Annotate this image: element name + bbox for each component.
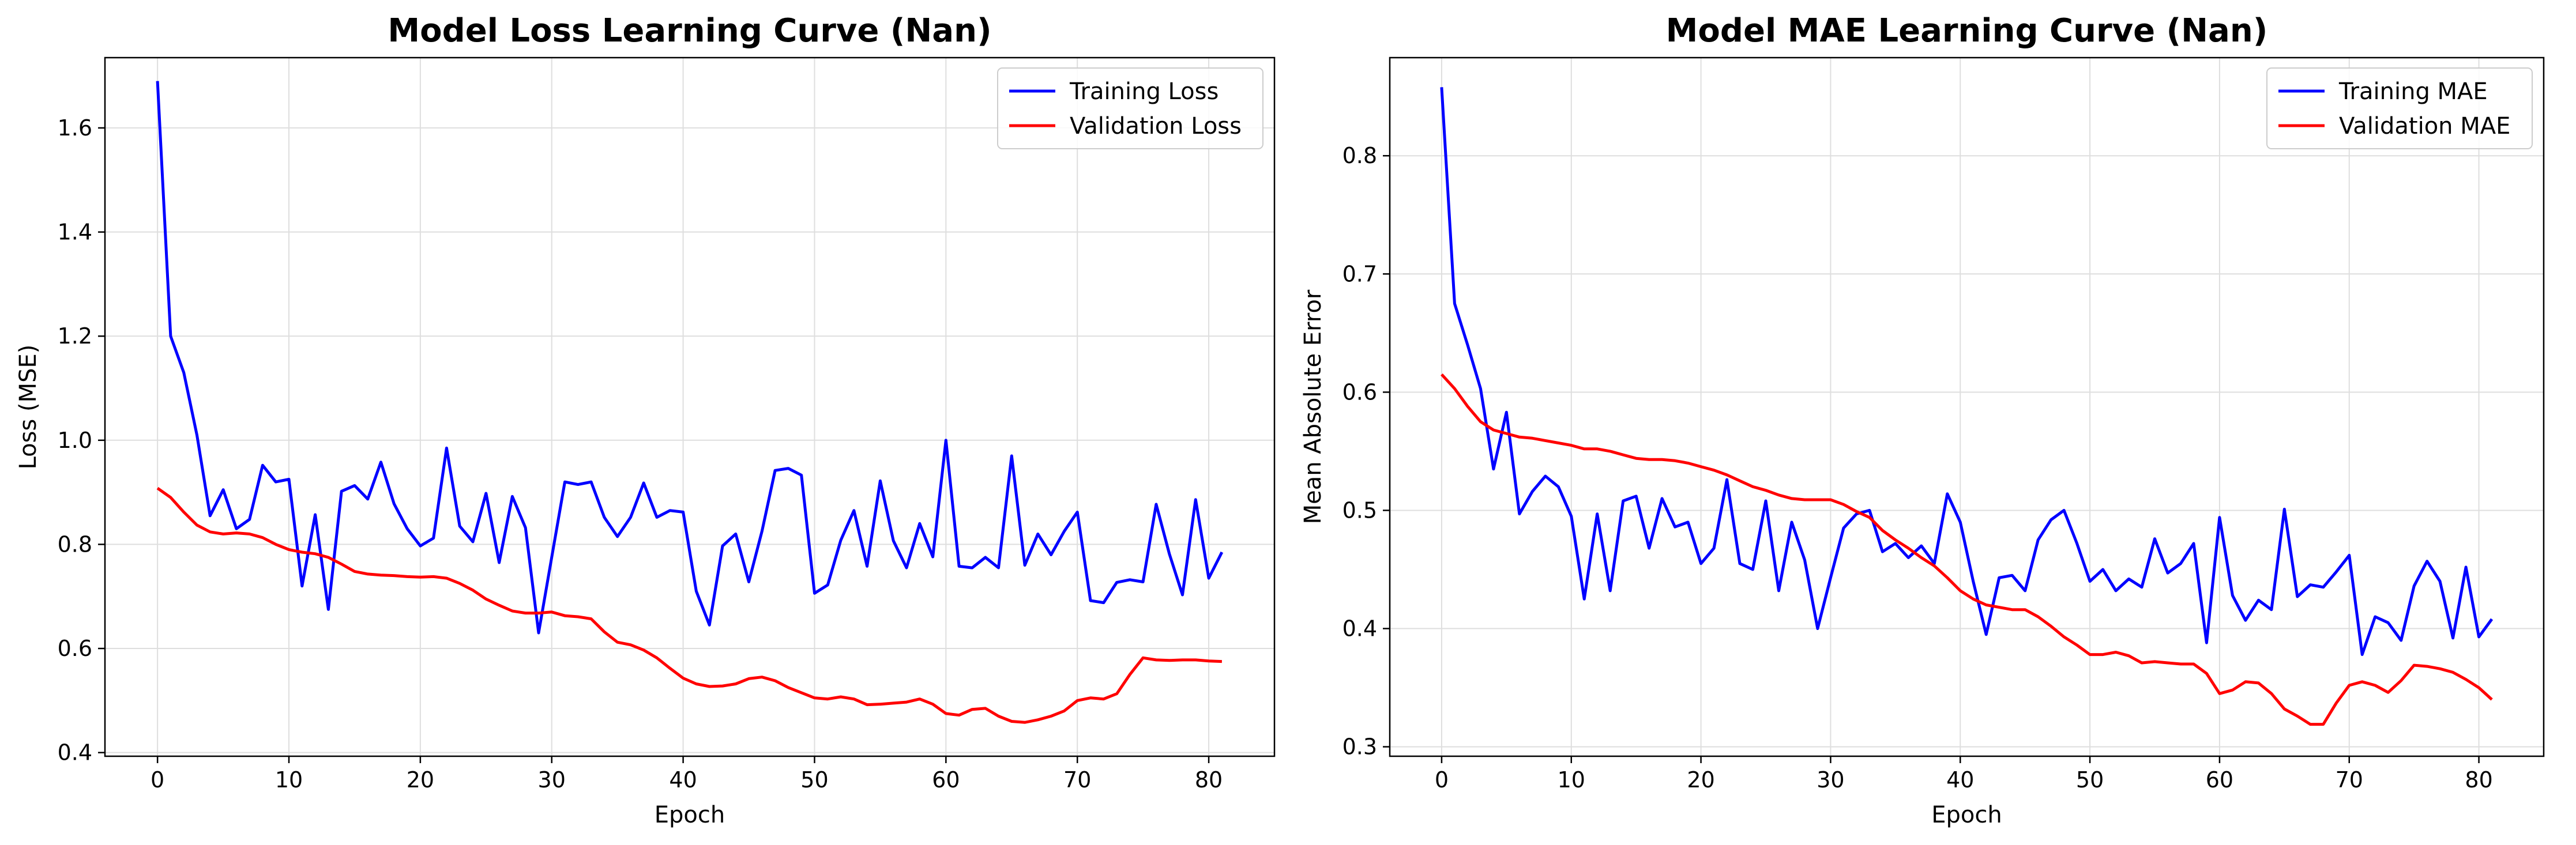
chart-1-title: Model Loss Learning Curve (Nan) bbox=[388, 12, 991, 50]
chart-1-legend: Training Loss Validation Loss bbox=[997, 67, 1263, 149]
chart-2-legend-label: Validation MAE bbox=[2339, 113, 2510, 139]
loss-chart-panel: 0 10 20 30 40 50 60 70 80 0.4 0.6 0.8 1.0 1.2 1.4 1.6 Mo… bbox=[15, 12, 1276, 828]
chart-2-x-tick-label: 0 bbox=[1435, 767, 1449, 793]
chart-1-y-tick-label: 0.8 bbox=[58, 531, 92, 557]
chart-2-series-validation-mae-line bbox=[1441, 373, 2493, 726]
chart-1-y-tick-label: 1.4 bbox=[58, 220, 92, 245]
chart-1-x-tick-label: 80 bbox=[1195, 767, 1223, 793]
chart-2-y-tick-label: 0.5 bbox=[1342, 497, 1377, 523]
chart-2-y-tick-label: 0.7 bbox=[1342, 261, 1377, 286]
chart-2-x-tick-label: 70 bbox=[2336, 767, 2363, 793]
chart-1-x-axis-label: Epoch bbox=[655, 802, 725, 828]
chart-2-y-tick-label: 0.3 bbox=[1342, 734, 1377, 760]
chart-2-legend-label: Training MAE bbox=[2338, 78, 2488, 105]
chart-2-legend-box bbox=[2266, 67, 2533, 149]
chart-2-title: Model MAE Learning Curve (Nan) bbox=[1666, 12, 2268, 50]
chart-1-legend-label: Training Loss bbox=[1069, 78, 1219, 105]
chart-1-x-tick-label: 60 bbox=[932, 767, 960, 793]
chart-1-series-training-loss-line bbox=[156, 81, 1224, 635]
chart-2-y-tick-label: 0.6 bbox=[1342, 379, 1377, 405]
chart-2-x-tick-label: 20 bbox=[1687, 767, 1714, 793]
chart-1-y-tick-label: 1.0 bbox=[58, 428, 92, 453]
chart-1-series-validation-loss-line bbox=[156, 486, 1222, 724]
chart-1-x-tick-label: 40 bbox=[669, 767, 697, 793]
chart-1-y-tick-label: 0.4 bbox=[58, 740, 92, 765]
chart-2-x-tick-label: 30 bbox=[1817, 767, 1844, 793]
chart-1-legend-label: Validation Loss bbox=[1070, 113, 1242, 139]
chart-1-legend-box bbox=[997, 67, 1263, 149]
chart-2-x-axis-label: Epoch bbox=[1931, 802, 2002, 828]
chart-1-x-tick-label: 30 bbox=[538, 767, 566, 793]
chart-2-plot-frame bbox=[1389, 56, 2545, 757]
chart-2-x-tick-label: 10 bbox=[1558, 767, 1585, 793]
chart-2-series-training-mae-line bbox=[1440, 87, 2494, 657]
chart-2-x-tick-label: 50 bbox=[2076, 767, 2104, 793]
chart-2-y-tick-label: 0.4 bbox=[1342, 616, 1377, 642]
chart-2-legend: Training MAE Validation MAE bbox=[2266, 67, 2533, 149]
chart-1-x-tick-label: 0 bbox=[151, 767, 164, 793]
chart-1-x-tick-label: 20 bbox=[407, 767, 434, 793]
chart-1-y-tick-label: 1.2 bbox=[58, 323, 92, 349]
chart-1-x-tick-label: 10 bbox=[275, 767, 303, 793]
chart-1-x-tick-label: 50 bbox=[800, 767, 828, 793]
chart-2-x-tick-label: 60 bbox=[2206, 767, 2233, 793]
chart-2-x-tick-label: 80 bbox=[2465, 767, 2492, 793]
chart-1-plot-frame bbox=[104, 56, 1276, 757]
chart-1-y-tick-label: 1.6 bbox=[58, 115, 92, 141]
chart-2-x-tick-label: 40 bbox=[1946, 767, 1974, 793]
chart-1-x-tick-label: 70 bbox=[1063, 767, 1091, 793]
chart-1-y-tick-label: 0.6 bbox=[58, 636, 92, 661]
chart-2-y-tick-label: 0.8 bbox=[1342, 143, 1377, 168]
chart-2-y-axis-label: Mean Absolute Error bbox=[1300, 289, 1326, 524]
mae-chart-panel: 0 10 20 30 40 50 60 70 80 0.3 0.4 0.5 0.6 0.7 0.8 Model… bbox=[1300, 12, 2545, 828]
chart-1-y-axis-label: Loss (MSE) bbox=[15, 345, 42, 470]
